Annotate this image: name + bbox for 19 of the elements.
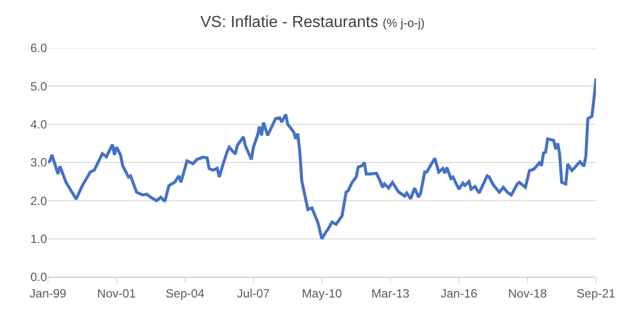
- chart-subtitle: (% j-o-j): [382, 16, 425, 30]
- line-series: [48, 77, 596, 240]
- x-tick-label: Nov-18: [508, 286, 548, 300]
- x-tick-label: Jan-16: [440, 286, 478, 300]
- y-tick-label: 2.0: [30, 194, 48, 208]
- y-tick-label: 6.0: [30, 41, 48, 56]
- x-tick-label: Jul-07: [237, 286, 270, 300]
- y-tick-label: 3.0: [30, 156, 48, 170]
- x-tick-label: Mar-13: [371, 286, 410, 300]
- chart-title: VS: Inflatie - Restaurants: [200, 14, 378, 32]
- y-tick-label: 4.0: [30, 118, 48, 132]
- y-tick-label: 1.0: [30, 232, 48, 246]
- x-tick-label: Sep-21: [576, 286, 616, 300]
- x-tick-label: Nov-01: [97, 286, 136, 300]
- x-tick-label: Sep-04: [166, 286, 205, 300]
- x-tick-label: Jan-99: [30, 286, 67, 300]
- x-tick-label: May-10: [302, 286, 342, 300]
- y-tick-label: 0.0: [30, 270, 48, 284]
- y-tick-label: 5.0: [30, 79, 48, 94]
